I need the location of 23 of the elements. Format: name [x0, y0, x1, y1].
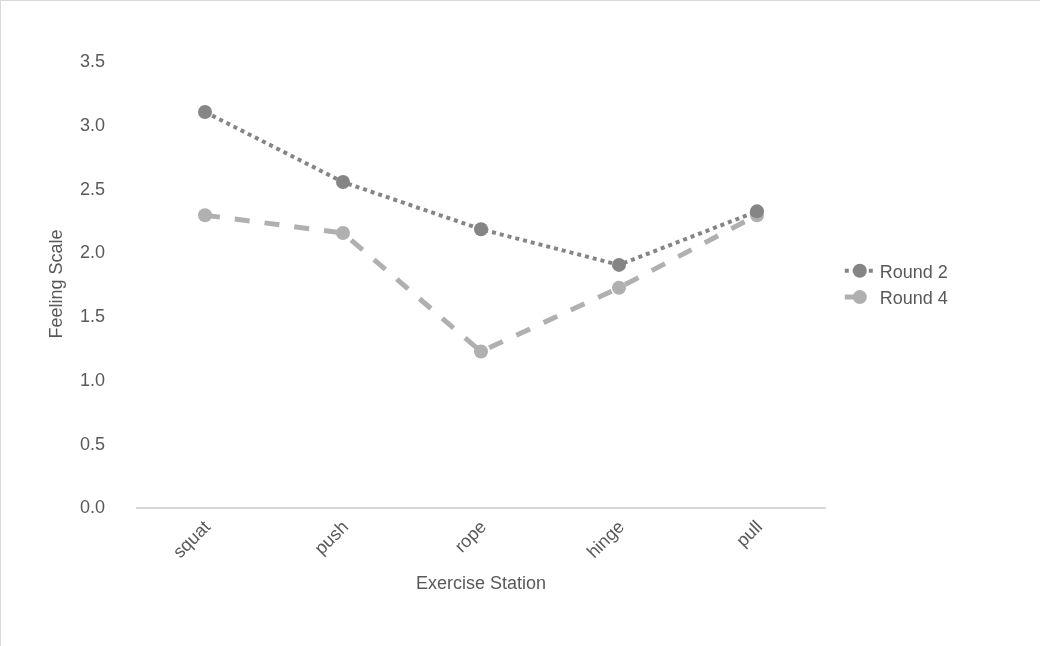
y-tick-label: 3.5 [79, 51, 105, 72]
x-tick-label: rope [450, 516, 491, 557]
y-axis-title: Feeling Scale [46, 229, 67, 339]
point [612, 257, 626, 272]
y-tick-label: 1.5 [79, 306, 105, 327]
point [198, 208, 212, 223]
point [336, 226, 350, 241]
legend-label: Round 4 [879, 288, 948, 309]
point [336, 175, 350, 190]
y-tick-label: 0.5 [79, 433, 105, 454]
y-tick-label: 3.0 [79, 115, 105, 136]
point [750, 204, 764, 219]
y-tick-label: 2.5 [79, 178, 105, 199]
x-axis-title: Exercise Station [415, 572, 547, 593]
point [474, 344, 488, 359]
y-tick-label: 2.0 [79, 242, 105, 263]
y-tick-label: 0.0 [79, 497, 105, 518]
point [198, 104, 212, 119]
y-tick-label: 1.0 [79, 369, 105, 390]
point [474, 222, 488, 237]
x-tick-label: pull [732, 516, 767, 551]
point [612, 280, 626, 295]
legend-label: Round 2 [879, 261, 948, 282]
